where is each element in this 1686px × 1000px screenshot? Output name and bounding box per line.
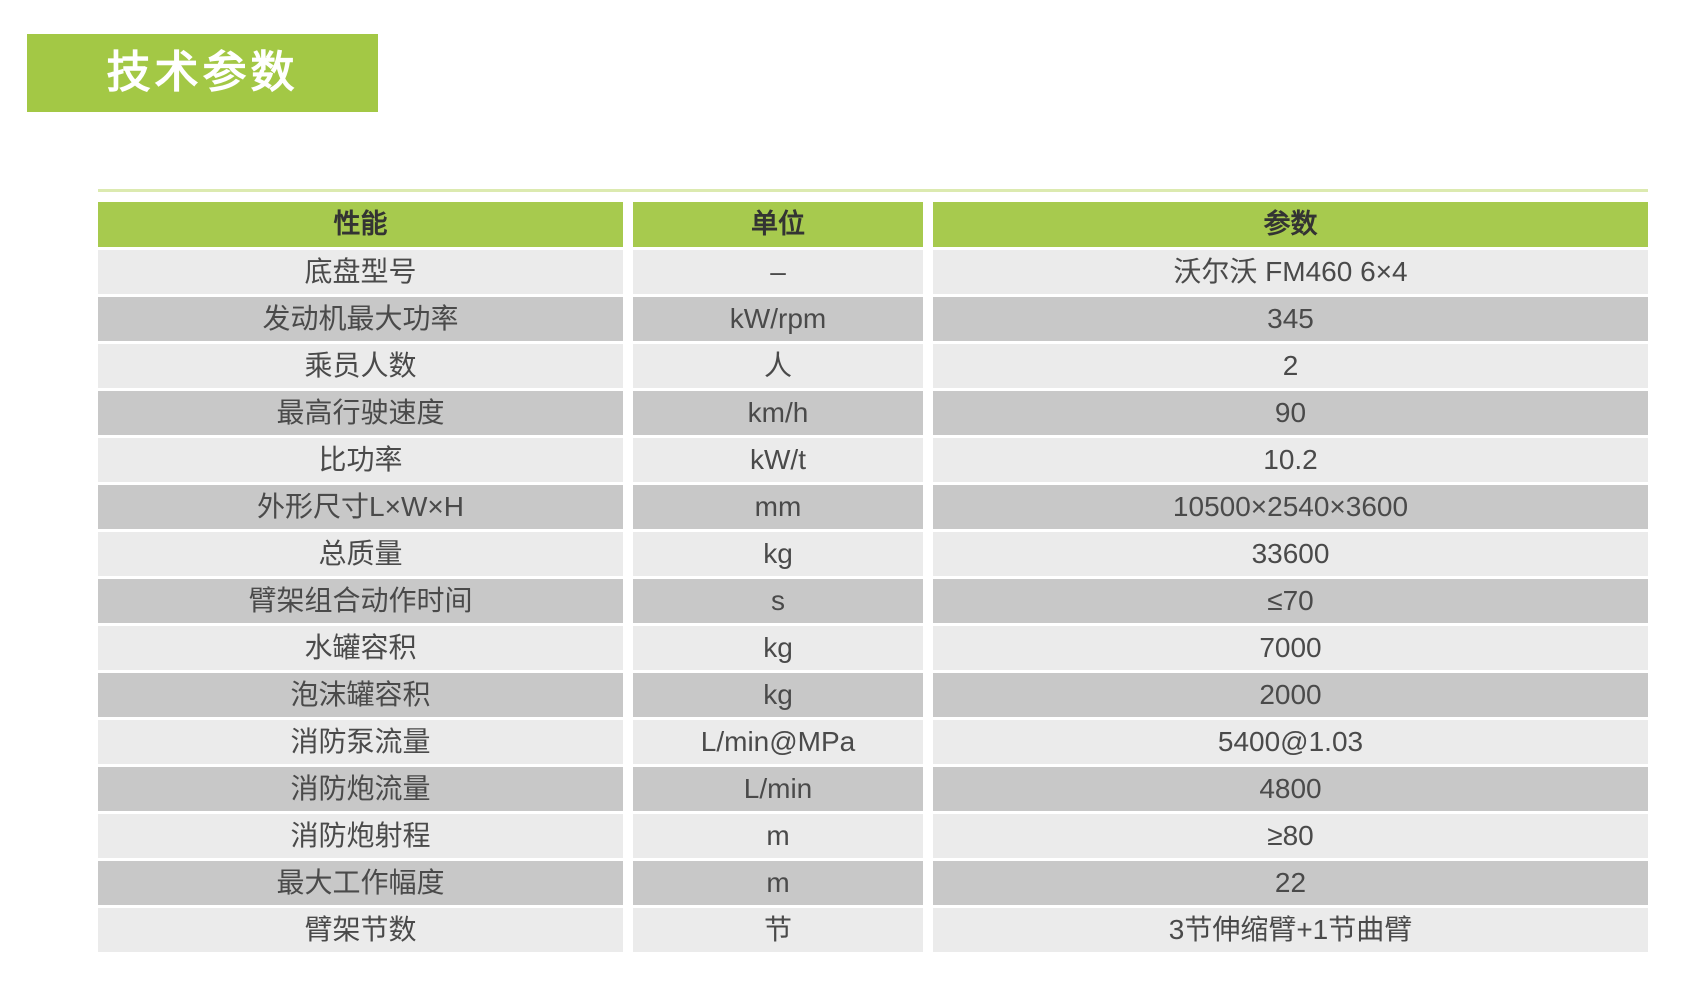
value-cell: 33600 [933, 532, 1648, 576]
property-cell: 消防泵流量 [98, 720, 623, 764]
value-cell: 22 [933, 861, 1648, 905]
property-cell: 发动机最大功率 [98, 297, 623, 341]
unit-cell: – [633, 250, 923, 294]
property-cell: 消防炮流量 [98, 767, 623, 811]
property-cell: 比功率 [98, 438, 623, 482]
value-cell: 4800 [933, 767, 1648, 811]
property-cell: 总质量 [98, 532, 623, 576]
unit-cell: m [633, 861, 923, 905]
property-cell: 水罐容积 [98, 626, 623, 670]
unit-cell: kW/rpm [633, 297, 923, 341]
unit-cell: s [633, 579, 923, 623]
property-cell: 底盘型号 [98, 250, 623, 294]
section-title-banner: 技术参数 [27, 34, 378, 112]
property-cell: 泡沫罐容积 [98, 673, 623, 717]
unit-cell: kg [633, 532, 923, 576]
table-top-rule [98, 189, 1648, 192]
unit-cell: mm [633, 485, 923, 529]
column-header-parameter: 参数 [933, 202, 1648, 247]
spec-table: 性能 单位 参数 底盘型号 – 沃尔沃 FM460 6×4 发动机最大功率 kW… [98, 202, 1648, 952]
property-cell: 消防炮射程 [98, 814, 623, 858]
value-cell: 7000 [933, 626, 1648, 670]
unit-cell: kg [633, 626, 923, 670]
value-cell: 10.2 [933, 438, 1648, 482]
property-cell: 最高行驶速度 [98, 391, 623, 435]
unit-cell: km/h [633, 391, 923, 435]
value-cell: 2000 [933, 673, 1648, 717]
unit-cell: L/min@MPa [633, 720, 923, 764]
unit-cell: m [633, 814, 923, 858]
unit-cell: 人 [633, 344, 923, 388]
unit-cell: L/min [633, 767, 923, 811]
value-cell: 5400@1.03 [933, 720, 1648, 764]
value-cell: ≤70 [933, 579, 1648, 623]
value-cell: ≥80 [933, 814, 1648, 858]
property-cell: 外形尺寸L×W×H [98, 485, 623, 529]
value-cell: 90 [933, 391, 1648, 435]
property-cell: 乘员人数 [98, 344, 623, 388]
column-header-performance: 性能 [98, 202, 623, 247]
value-cell: 10500×2540×3600 [933, 485, 1648, 529]
column-header-unit: 单位 [633, 202, 923, 247]
unit-cell: 节 [633, 908, 923, 952]
property-cell: 最大工作幅度 [98, 861, 623, 905]
value-cell: 2 [933, 344, 1648, 388]
unit-cell: kW/t [633, 438, 923, 482]
property-cell: 臂架节数 [98, 908, 623, 952]
section-title: 技术参数 [106, 48, 299, 97]
value-cell: 3节伸缩臂+1节曲臂 [933, 908, 1648, 952]
value-cell: 345 [933, 297, 1648, 341]
property-cell: 臂架组合动作时间 [98, 579, 623, 623]
unit-cell: kg [633, 673, 923, 717]
value-cell: 沃尔沃 FM460 6×4 [933, 250, 1648, 294]
